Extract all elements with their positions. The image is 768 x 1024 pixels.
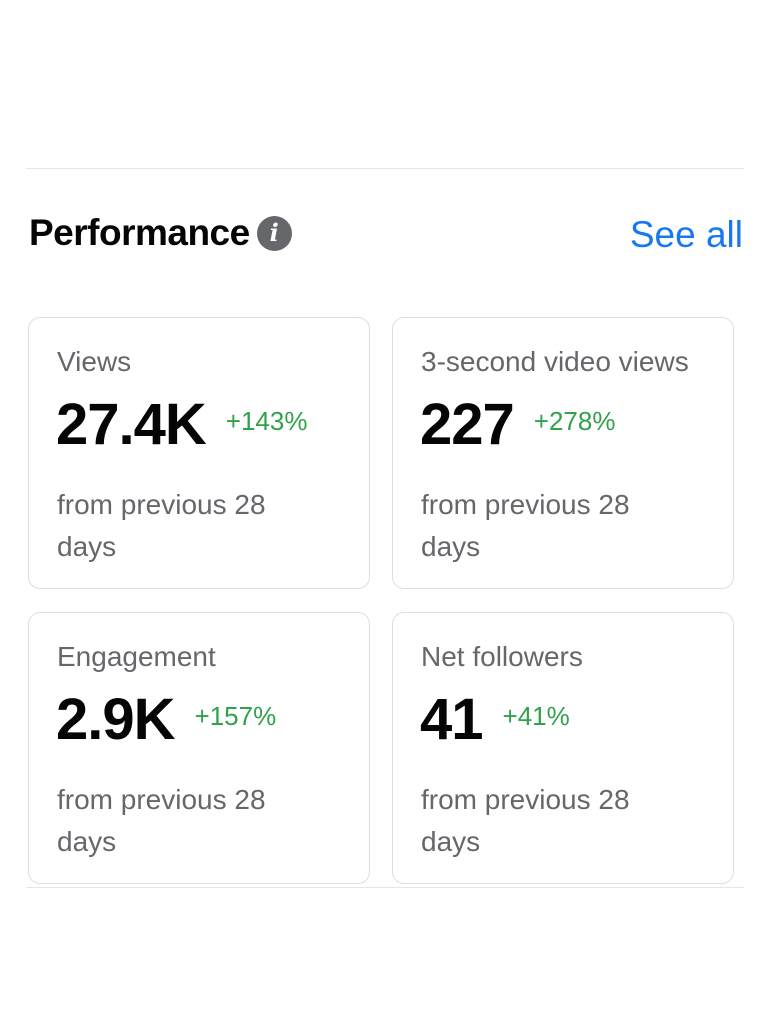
metric-value-row: 227 +278% [420,396,615,454]
metric-label: Net followers [421,641,583,672]
metric-card-views[interactable]: Views 27.4K +143% from previous 28 days [28,317,370,589]
metrics-grid: Views 27.4K +143% from previous 28 days … [28,317,744,887]
metric-note: from previous 28 days [57,784,266,857]
metric-value: 41 [420,687,484,752]
metric-value: 27.4K [56,392,207,457]
metric-label: 3-second video views [421,346,689,377]
metric-value: 227 [420,392,515,457]
metric-card-3-second-video-views[interactable]: 3-second video views 227 +278% from prev… [392,317,734,589]
metric-change: +41% [502,700,570,731]
performance-header: Performance i See all [29,203,743,263]
see-all-link[interactable]: See all [629,214,743,255]
info-icon[interactable]: i [256,215,292,251]
metric-label: Views [57,346,132,377]
metric-value-row: 27.4K +143% [56,396,307,454]
bottom-divider [26,887,744,888]
metric-card-engagement[interactable]: Engagement 2.9K +157% from previous 28 d… [28,612,370,884]
metric-note: from previous 28 days [421,489,630,562]
metric-value-row: 2.9K +157% [56,691,276,749]
title-group: Performance i [29,212,292,254]
metric-note: from previous 28 days [57,489,266,562]
metric-change: +278% [533,405,616,436]
section-title: Performance [29,212,250,253]
metric-note: from previous 28 days [421,784,630,857]
metric-value-row: 41 +41% [420,691,570,749]
top-divider [26,168,744,169]
metric-change: +157% [194,700,277,731]
metric-label: Engagement [57,641,216,672]
metric-card-net-followers[interactable]: Net followers 41 +41% from previous 28 d… [392,612,734,884]
metric-value: 2.9K [56,687,176,752]
metric-change: +143% [225,405,308,436]
